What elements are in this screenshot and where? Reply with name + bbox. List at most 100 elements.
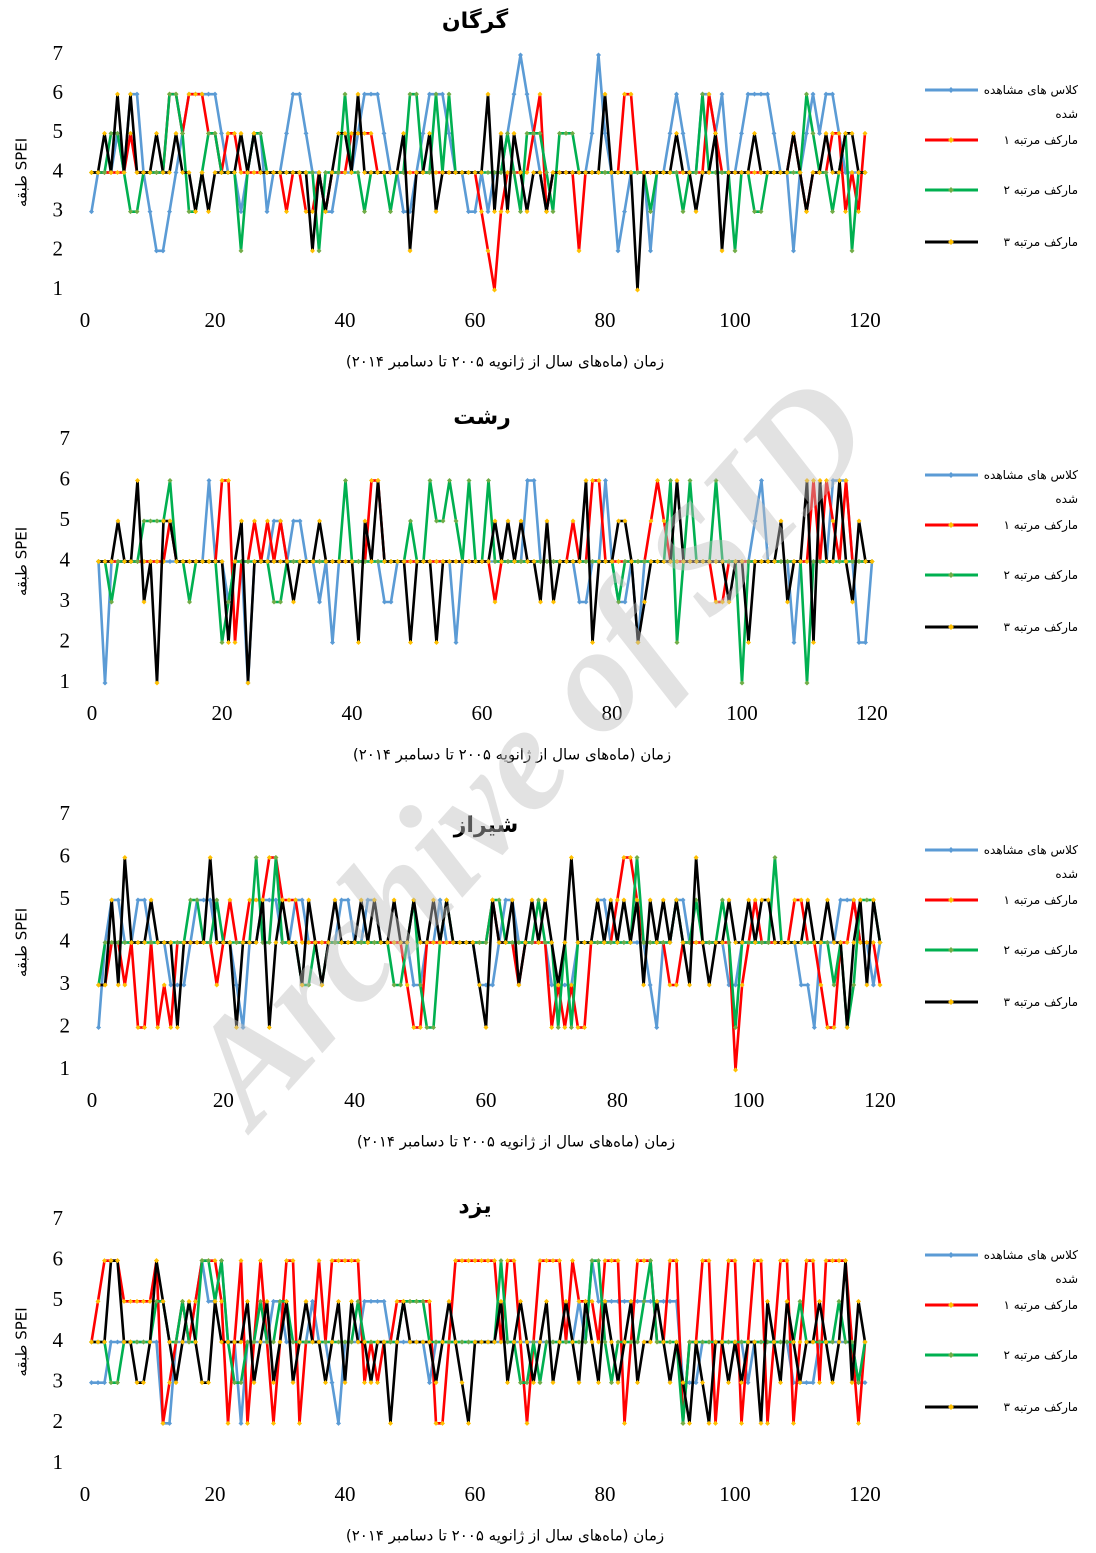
point-marker	[265, 518, 270, 524]
point-marker	[525, 478, 530, 483]
point-marker	[407, 1339, 413, 1345]
point-marker	[238, 1380, 244, 1386]
point-marker	[720, 559, 725, 564]
point-marker	[173, 130, 179, 136]
point-marker	[601, 897, 607, 903]
point-marker	[870, 982, 876, 988]
x-tick-label: 0	[80, 1482, 91, 1506]
x-tick-label: 40	[335, 308, 356, 332]
point-marker	[531, 1380, 536, 1386]
point-marker	[492, 287, 497, 293]
point-marker	[226, 599, 231, 605]
series-line	[98, 479, 872, 685]
point-marker	[628, 170, 634, 175]
point-marker	[180, 170, 185, 175]
point-marker	[362, 91, 367, 97]
point-marker	[232, 640, 238, 645]
point-marker	[142, 897, 148, 903]
point-marker	[167, 91, 172, 97]
point-marker	[739, 1339, 744, 1345]
legend-item: مارکف مرتبه ۱	[1003, 518, 1078, 532]
y-tick-label: 1	[53, 1450, 64, 1474]
point-marker	[245, 559, 251, 564]
point-marker	[355, 1298, 361, 1304]
point-marker	[798, 940, 804, 945]
point-marker	[154, 1339, 159, 1345]
point-marker	[227, 940, 233, 945]
point-marker	[355, 1258, 361, 1264]
point-marker	[680, 1420, 686, 1426]
point-marker	[621, 940, 627, 945]
point-marker	[844, 897, 850, 903]
point-marker	[635, 287, 640, 293]
point-marker	[810, 1258, 816, 1264]
x-tick-label: 120	[849, 1482, 881, 1506]
point-marker	[549, 982, 555, 988]
legend-marker	[948, 897, 954, 903]
point-marker	[778, 1339, 783, 1345]
point-marker	[253, 940, 259, 945]
point-marker	[733, 940, 739, 945]
point-marker	[674, 640, 680, 645]
point-marker	[284, 559, 290, 564]
point-marker	[851, 940, 857, 945]
legend-item: مارکف مرتبه ۲	[1003, 943, 1078, 957]
point-marker	[844, 940, 850, 945]
point-marker	[576, 170, 582, 175]
point-marker	[511, 91, 517, 97]
point-marker	[810, 1339, 816, 1345]
point-marker	[811, 940, 817, 945]
point-marker	[95, 1298, 101, 1304]
point-marker	[642, 599, 647, 605]
point-marker	[836, 1339, 842, 1345]
point-marker	[258, 1339, 263, 1345]
legend-marker	[948, 239, 954, 245]
point-marker	[408, 559, 413, 564]
point-marker	[167, 1420, 172, 1426]
point-marker	[345, 897, 351, 903]
point-marker	[212, 1258, 218, 1264]
point-marker	[562, 1025, 568, 1030]
point-marker	[700, 170, 705, 175]
legend-marker	[948, 572, 954, 578]
point-marker	[485, 248, 491, 254]
point-marker	[342, 1380, 348, 1386]
point-marker	[381, 1339, 387, 1345]
point-marker	[864, 940, 870, 945]
point-marker	[609, 1339, 614, 1345]
y-axis-label: طبقه SPEI	[13, 527, 31, 596]
legend-marker	[948, 137, 954, 143]
point-marker	[726, 897, 732, 903]
point-marker	[427, 170, 432, 175]
point-marker	[286, 940, 292, 945]
point-marker	[108, 170, 114, 175]
point-marker	[765, 1298, 770, 1304]
point-marker	[427, 1339, 432, 1345]
point-marker	[252, 559, 257, 564]
point-marker	[516, 940, 522, 945]
point-marker	[187, 559, 192, 564]
point-marker	[476, 940, 482, 945]
point-marker	[805, 982, 811, 988]
point-marker	[238, 248, 244, 254]
point-marker	[511, 1339, 517, 1345]
point-marker	[212, 91, 218, 97]
point-marker	[843, 1258, 848, 1264]
point-marker	[174, 982, 180, 988]
point-marker	[785, 940, 791, 945]
x-tick-label: 20	[212, 701, 233, 725]
point-marker	[108, 130, 114, 136]
point-marker	[536, 940, 542, 945]
point-marker	[271, 1339, 276, 1345]
legend-label: مارکف مرتبه ۲	[1003, 568, 1078, 582]
legend-marker	[948, 947, 954, 953]
point-marker	[538, 559, 543, 564]
point-marker	[273, 940, 279, 945]
point-marker	[641, 170, 647, 175]
point-marker	[621, 897, 627, 903]
legend-item: مارکف مرتبه ۱	[1003, 1298, 1078, 1312]
point-marker	[648, 170, 653, 175]
point-marker	[551, 559, 556, 564]
point-marker	[388, 599, 394, 605]
point-marker	[134, 170, 140, 175]
